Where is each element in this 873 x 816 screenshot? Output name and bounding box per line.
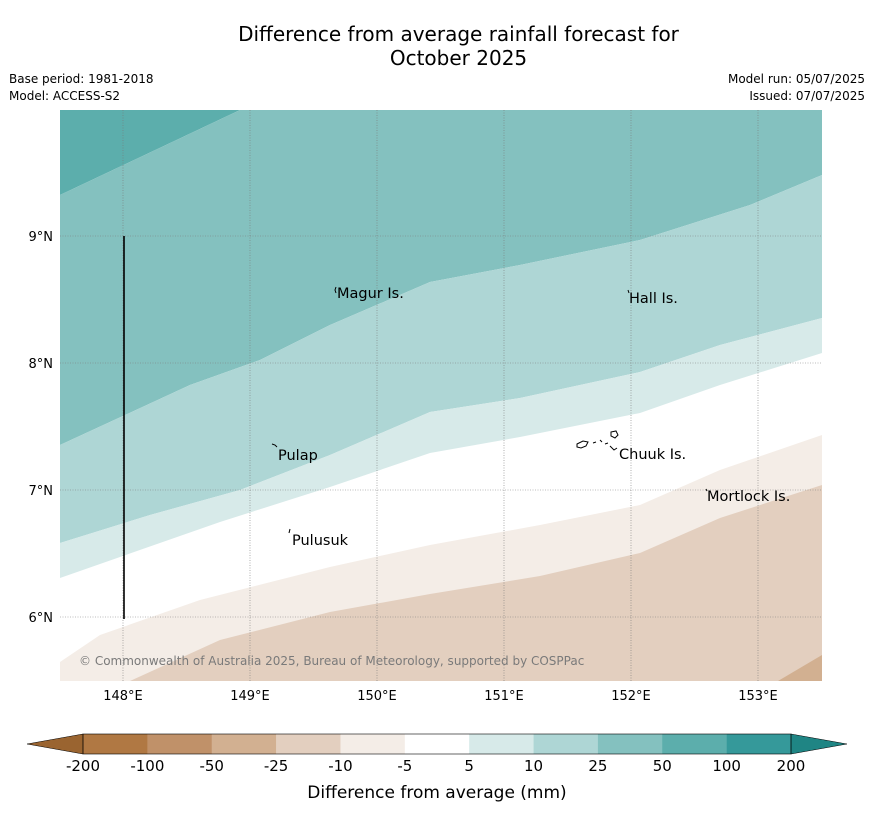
legend-over-arrow [790,733,848,755]
legend-cell [469,734,534,754]
legend-tick: -5 [397,757,412,775]
model-info: Base period: 1981-2018 Model: ACCESS-S2 [9,71,154,105]
run-info: Model run: 05/07/2025 Issued: 07/07/2025 [728,71,865,105]
base-period: Base period: 1981-2018 [9,72,154,86]
place-hall: Hall Is. [629,291,678,307]
legend-cell [533,734,599,754]
lat-tick: 6°N [29,611,54,626]
legend-under-arrow [26,733,84,755]
legend-cell [662,734,727,754]
place-labels: Magur Is. Hall Is. Pulap Chuuk Is. Mortl… [278,286,790,549]
legend-tick: 50 [653,757,672,775]
model-run: Model run: 05/07/2025 [727,72,865,86]
lat-tick: 9°N [29,230,54,245]
lat-tick-labels: 9°N 8°N 7°N 6°N [29,230,54,626]
legend-tick: 100 [712,757,741,775]
map-title: Difference from average rainfall forecas… [0,22,873,70]
place-magur: Magur Is. [337,286,404,302]
legend-cells [83,734,792,754]
title-line-2: October 2025 [389,46,528,70]
legend-cell [404,734,470,754]
legend-cell [340,734,406,754]
legend-tick: 5 [464,757,474,775]
place-pulusuk: Pulusuk [292,533,349,549]
lat-tick: 8°N [29,357,54,372]
copyright-notice: © Commonwealth of Australia 2025, Bureau… [79,654,584,668]
lon-tick: 149°E [230,689,270,704]
lon-tick-labels: 148°E 149°E 150°E 151°E 152°E 153°E [103,689,778,704]
lon-tick: 153°E [738,689,778,704]
band-25-50 [60,110,822,445]
legend-tick: -200 [66,757,100,775]
place-mortlock: Mortlock Is. [707,489,790,505]
band-minus50-minus25 [778,655,822,681]
legend-tick: -50 [199,757,224,775]
legend-frame [82,733,792,755]
lon-tick: 151°E [484,689,524,704]
legend-tick: 200 [777,757,806,775]
band-5-10 [60,318,822,578]
legend-tick: 25 [588,757,607,775]
legend-tick: -10 [328,757,353,775]
gridlines [60,110,822,681]
legend-tick: -100 [130,757,164,775]
title-line-1: Difference from average rainfall forecas… [238,22,679,46]
legend-cell [83,734,148,754]
place-chuuk: Chuuk Is. [619,447,686,463]
lon-tick: 152°E [611,689,651,704]
legend-cell [726,734,792,754]
legend-tick: -25 [264,757,289,775]
legend-tick-labels: -200 -100 -50 -25 -10 -5 5 10 25 50 100 200 [66,757,805,775]
chuuk-lagoon-icon [576,430,619,451]
legend-title: Difference from average (mm) [307,783,566,803]
legend-cell [597,734,663,754]
lat-tick: 7°N [29,484,54,499]
place-pulap: Pulap [278,448,318,464]
legend-tick: 10 [524,757,543,775]
legend-cell [147,734,213,754]
legend-colorbar: -200 -100 -50 -25 -10 -5 5 10 25 50 100 200 Differe… [26,733,848,803]
lon-tick: 150°E [357,689,397,704]
model-name: Model: ACCESS-S2 [9,89,121,103]
band-10-25 [60,175,822,543]
island-outlines [271,286,708,534]
issued-date: Issued: 07/07/2025 [749,89,865,103]
map-panel: Magur Is. Hall Is. Pulap Chuuk Is. Mortl… [60,110,822,681]
band-minus25-minus10 [130,485,822,681]
legend-cell [211,734,277,754]
lon-tick: 148°E [103,689,143,704]
legend-cell [276,734,341,754]
